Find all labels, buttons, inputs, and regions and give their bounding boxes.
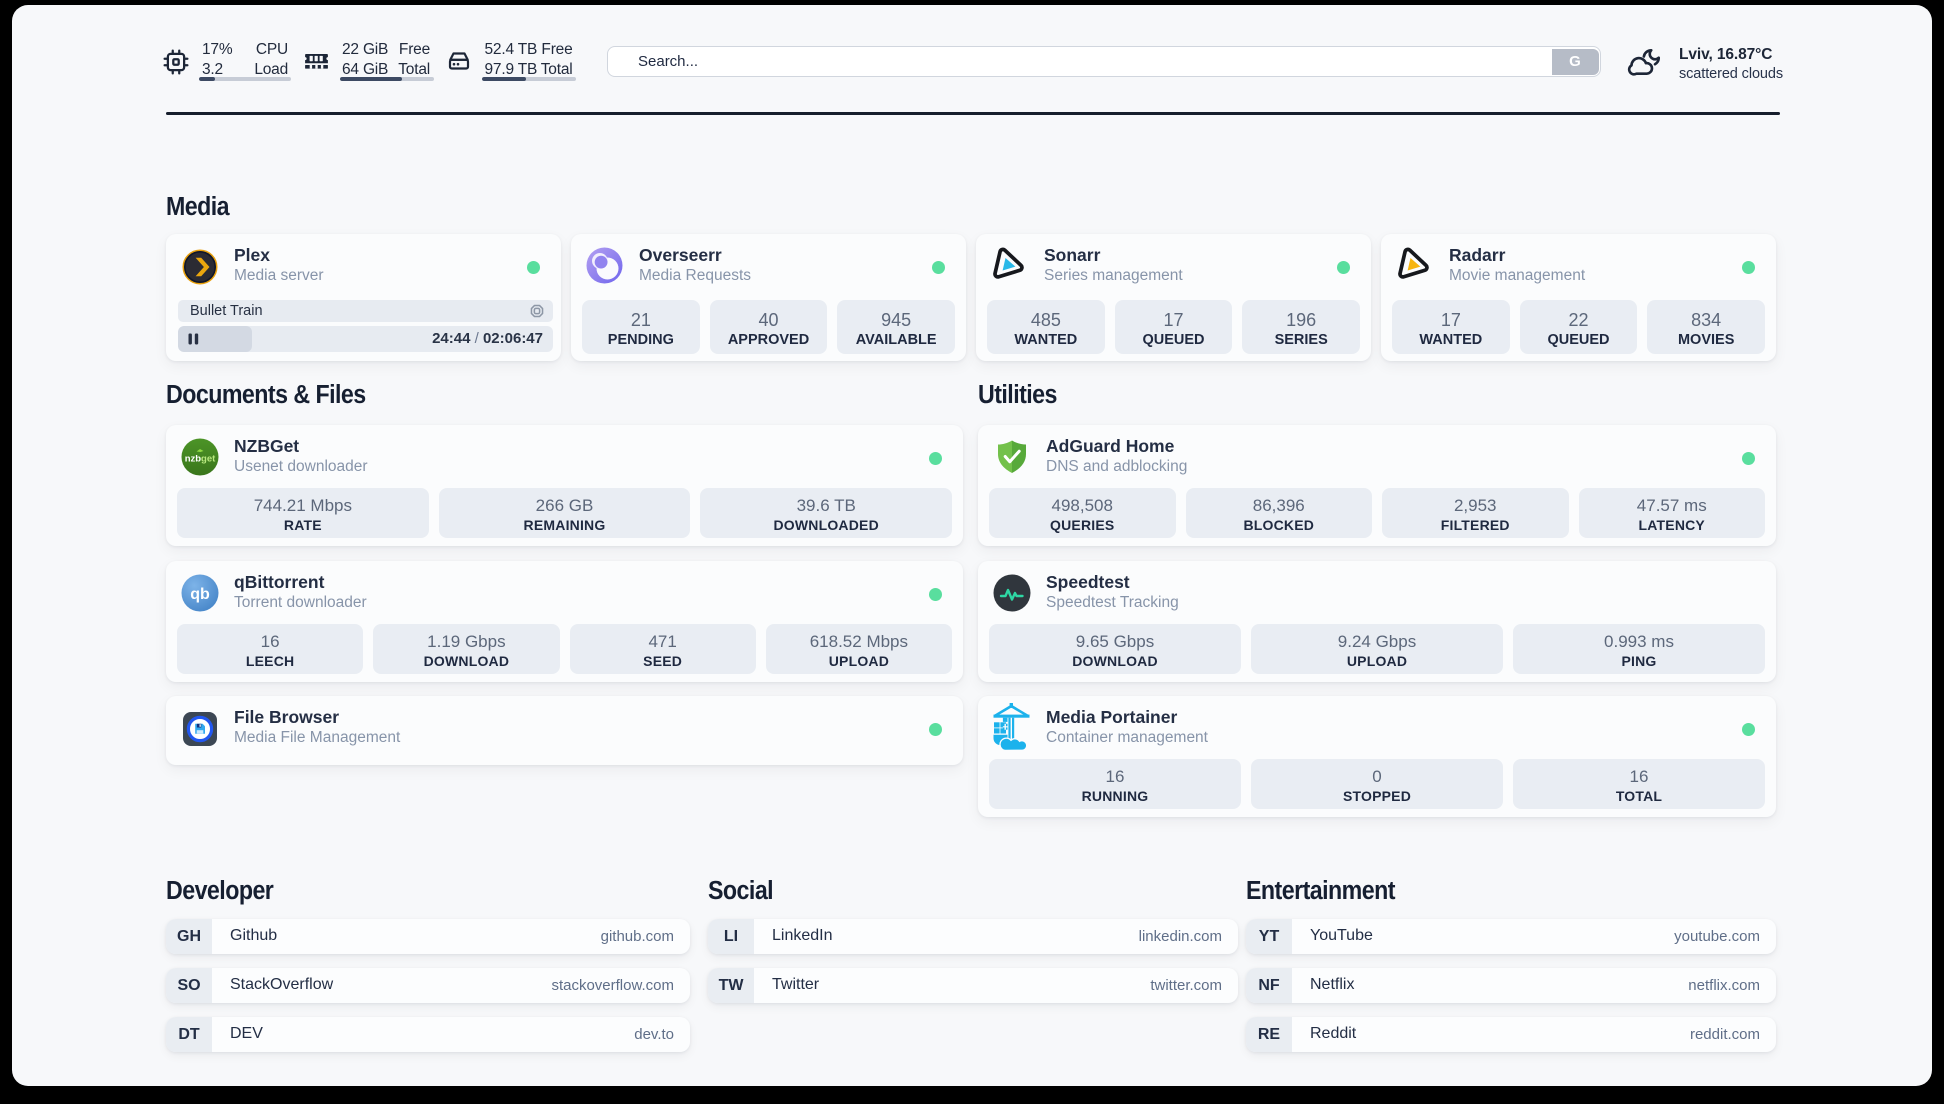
svg-text:qb: qb xyxy=(190,586,210,603)
svg-text:nzbget: nzbget xyxy=(185,454,216,465)
